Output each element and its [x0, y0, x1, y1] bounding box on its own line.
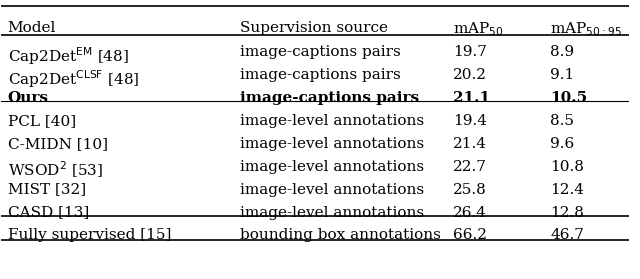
Text: Fully supervised [15]: Fully supervised [15] — [8, 229, 171, 242]
Text: 25.8: 25.8 — [453, 182, 487, 197]
Text: 46.7: 46.7 — [550, 229, 584, 242]
Text: bounding box annotations: bounding box annotations — [240, 229, 441, 242]
Text: image-captions pairs: image-captions pairs — [240, 45, 401, 59]
Text: Model: Model — [8, 21, 56, 35]
Text: 26.4: 26.4 — [453, 206, 487, 220]
Text: 12.8: 12.8 — [550, 206, 584, 220]
Text: Cap2Det$^{\mathrm{CLSF}}$ [48]: Cap2Det$^{\mathrm{CLSF}}$ [48] — [8, 68, 139, 90]
Text: image-level annotations: image-level annotations — [240, 206, 424, 220]
Text: WSOD$^{2}$ [53]: WSOD$^{2}$ [53] — [8, 160, 103, 180]
Text: image-level annotations: image-level annotations — [240, 137, 424, 151]
Text: image-level annotations: image-level annotations — [240, 160, 424, 174]
Text: 66.2: 66.2 — [453, 229, 487, 242]
Text: 19.7: 19.7 — [453, 45, 487, 59]
Text: 9.1: 9.1 — [550, 68, 575, 82]
Text: 22.7: 22.7 — [453, 160, 487, 174]
Text: Ours: Ours — [8, 91, 49, 105]
Text: image-level annotations: image-level annotations — [240, 114, 424, 128]
Text: C-MIDN [10]: C-MIDN [10] — [8, 137, 108, 151]
Text: 10.8: 10.8 — [550, 160, 584, 174]
Text: Supervision source: Supervision source — [240, 21, 388, 35]
Text: mAP$_{50}$: mAP$_{50}$ — [453, 21, 504, 39]
Text: CASD [13]: CASD [13] — [8, 206, 89, 220]
Text: PCL [40]: PCL [40] — [8, 114, 76, 128]
Text: Cap2Det$^{\mathrm{EM}}$ [48]: Cap2Det$^{\mathrm{EM}}$ [48] — [8, 45, 129, 67]
Text: mAP$_{50:95}$: mAP$_{50:95}$ — [550, 21, 622, 39]
Text: 12.4: 12.4 — [550, 182, 584, 197]
Text: 20.2: 20.2 — [453, 68, 487, 82]
Text: 21.4: 21.4 — [453, 137, 487, 151]
Text: 21.1: 21.1 — [453, 91, 490, 105]
Text: image-captions pairs: image-captions pairs — [240, 91, 419, 105]
Text: 10.5: 10.5 — [550, 91, 588, 105]
Text: 8.5: 8.5 — [550, 114, 575, 128]
Text: MIST [32]: MIST [32] — [8, 182, 86, 197]
Text: 9.6: 9.6 — [550, 137, 575, 151]
Text: 8.9: 8.9 — [550, 45, 575, 59]
Text: image-level annotations: image-level annotations — [240, 182, 424, 197]
Text: 19.4: 19.4 — [453, 114, 487, 128]
Text: image-captions pairs: image-captions pairs — [240, 68, 401, 82]
